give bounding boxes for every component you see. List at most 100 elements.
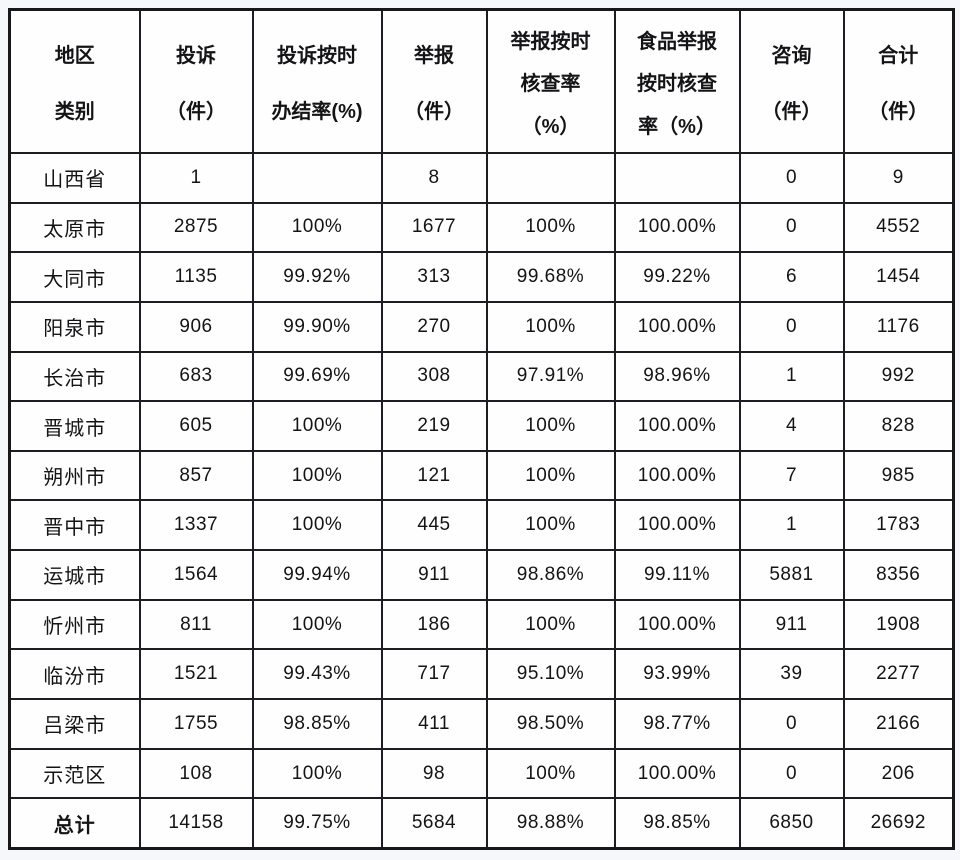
value-cell: 100.00% <box>613 201 741 254</box>
value-cell: 100.00% <box>613 300 741 353</box>
value-cell: 992 <box>842 350 955 403</box>
value-cell: 7 <box>738 449 845 502</box>
table-row: 太原市 2875 100% 1677 100% 100.00% 0 4552 <box>8 201 955 254</box>
value-cell: 98.50% <box>485 698 616 750</box>
header-label-line: 举报 <box>414 44 454 67</box>
value-cell: 100% <box>251 747 383 800</box>
header-label-line: 地区 <box>54 44 95 67</box>
region-cell: 长治市 <box>8 350 141 403</box>
value-cell: 0 <box>738 747 845 800</box>
column-header-label: 举报 （件） <box>384 11 485 151</box>
header-label-line: （件） <box>404 101 464 124</box>
header-label-line: 举报按时 <box>510 30 591 53</box>
column-header-complaint-rate: 投诉按时 办结率(%) <box>251 8 383 154</box>
value-cell: 100% <box>251 449 383 502</box>
column-header-food-report-rate: 食品举报 按时核查 率（%） <box>613 8 741 154</box>
value-cell: 9 <box>842 152 955 204</box>
table-row: 山西省 1 8 0 9 <box>8 152 955 204</box>
value-cell: 445 <box>380 499 488 552</box>
table-row: 晋城市 605 100% 219 100% 100.00% 4 828 <box>8 400 955 452</box>
region-cell: 朔州市 <box>8 449 141 502</box>
column-header-reports: 举报 （件） <box>380 8 488 154</box>
value-cell: 1 <box>138 152 254 204</box>
value-cell: 100% <box>485 598 616 651</box>
column-header-label: 咨询 （件） <box>742 11 842 151</box>
header-label-line: （件） <box>868 101 929 124</box>
value-cell <box>485 152 616 204</box>
value-cell: 0 <box>738 698 845 750</box>
header-label-line: 类别 <box>54 101 95 124</box>
value-cell: 6 <box>738 251 845 303</box>
value-cell: 1783 <box>842 499 955 552</box>
value-cell: 911 <box>738 598 845 651</box>
header-label-line: （件） <box>166 101 226 124</box>
value-cell: 186 <box>380 598 488 651</box>
value-cell: 98.85% <box>251 698 383 750</box>
value-cell: 1564 <box>138 549 254 601</box>
column-header-label: 举报按时 核查率 （%） <box>489 11 613 151</box>
column-header-consultations: 咨询 （件） <box>738 8 845 154</box>
value-cell <box>251 152 383 204</box>
header-label-line: 合计 <box>878 44 919 67</box>
value-cell: 985 <box>842 449 955 502</box>
value-cell: 313 <box>380 251 488 303</box>
header-label-line: 食品举报 <box>637 30 717 53</box>
column-header-label: 合计 （件） <box>846 11 952 151</box>
table-row: 忻州市 811 100% 186 100% 100.00% 911 1908 <box>8 598 955 651</box>
region-cell: 示范区 <box>8 747 141 800</box>
header-label-line: 投诉按时 <box>277 44 357 67</box>
value-cell: 8 <box>380 152 488 204</box>
column-header-label: 投诉按时 办结率(%) <box>255 11 380 151</box>
value-cell: 99.68% <box>485 251 616 303</box>
column-header-region: 地区 类别 <box>8 8 141 154</box>
value-cell <box>613 152 741 204</box>
value-cell: 93.99% <box>613 648 741 701</box>
table-row: 朔州市 857 100% 121 100% 100.00% 7 985 <box>8 449 955 502</box>
table-row: 临汾市 1521 99.43% 717 95.10% 93.99% 39 2277 <box>8 648 955 701</box>
value-cell: 26692 <box>842 797 955 850</box>
value-cell: 98 <box>380 747 488 800</box>
value-cell: 99.94% <box>251 549 383 601</box>
value-cell: 683 <box>138 350 254 403</box>
value-cell: 828 <box>842 400 955 452</box>
value-cell: 0 <box>738 300 845 353</box>
region-cell: 忻州市 <box>8 598 141 651</box>
value-cell: 98.77% <box>613 698 741 750</box>
value-cell: 99.69% <box>251 350 383 403</box>
value-cell: 100.00% <box>613 747 741 800</box>
header-label-line: 投诉 <box>176 44 216 67</box>
value-cell: 1135 <box>138 251 254 303</box>
table-row: 示范区 108 100% 98 100% 100.00% 0 206 <box>8 747 955 800</box>
column-header-label: 食品举报 按时核查 率（%） <box>617 11 738 151</box>
value-cell: 1 <box>738 350 845 403</box>
value-cell: 98.86% <box>485 549 616 601</box>
value-cell: 121 <box>380 449 488 502</box>
value-cell: 100.00% <box>613 449 741 502</box>
value-cell: 1908 <box>842 598 955 651</box>
value-cell: 1 <box>738 499 845 552</box>
value-cell: 100% <box>485 499 616 552</box>
value-cell: 0 <box>738 152 845 204</box>
value-cell: 100% <box>251 499 383 552</box>
region-stats-table: 地区类别 投诉 （件） 投诉按时 办结率(%) 举报 （件） 举报按时 核查率 （%） 食品举报按时… <box>8 8 955 850</box>
value-cell: 411 <box>380 698 488 750</box>
value-cell: 95.10% <box>485 648 616 701</box>
value-cell: 99.43% <box>251 648 383 701</box>
table-row: 大同市 1135 99.92% 313 99.68% 99.22% 6 1454 <box>8 251 955 303</box>
column-header-complaints: 投诉 （件） <box>138 8 254 154</box>
value-cell: 0 <box>738 201 845 254</box>
table-row: 晋中市 1337 100% 445 100% 100.00% 1 1783 <box>8 499 955 552</box>
table-row: 运城市 1564 99.94% 911 98.86% 99.11% 5881 8356 <box>8 549 955 601</box>
column-header-label: 地区 类别 <box>12 11 138 151</box>
value-cell: 100% <box>251 598 383 651</box>
value-cell: 99.11% <box>613 549 741 601</box>
value-cell: 717 <box>380 648 488 701</box>
value-cell: 98.88% <box>485 797 616 850</box>
header-label-line: 按时核查 <box>637 73 717 95</box>
table-row: 长治市 683 99.69% 308 97.91% 98.96% 1 992 <box>8 350 955 403</box>
region-cell: 运城市 <box>8 549 141 601</box>
header-label-line: （%） <box>521 115 580 138</box>
column-header-total: 合计 （件） <box>842 8 955 154</box>
value-cell: 100% <box>251 400 383 452</box>
